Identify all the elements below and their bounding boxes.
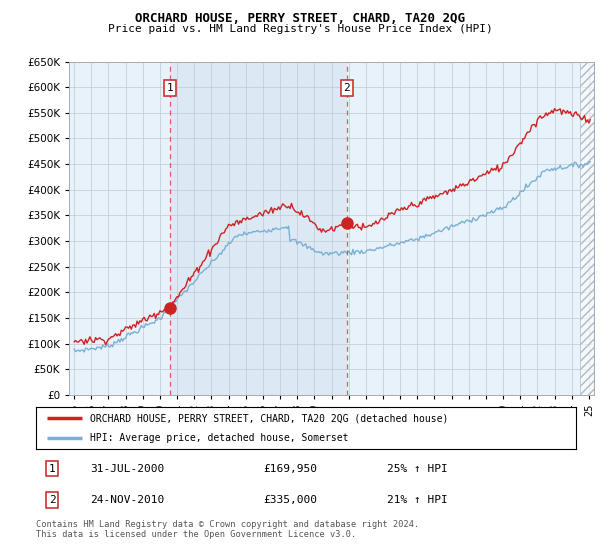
Text: 21% ↑ HPI: 21% ↑ HPI <box>387 495 448 505</box>
Text: 31-JUL-2000: 31-JUL-2000 <box>90 464 164 474</box>
Text: 2: 2 <box>344 83 350 94</box>
Text: 2: 2 <box>49 495 56 505</box>
Text: £169,950: £169,950 <box>263 464 317 474</box>
Text: Contains HM Land Registry data © Crown copyright and database right 2024.
This d: Contains HM Land Registry data © Crown c… <box>36 520 419 539</box>
Text: 1: 1 <box>49 464 56 474</box>
Text: £335,000: £335,000 <box>263 495 317 505</box>
Text: 24-NOV-2010: 24-NOV-2010 <box>90 495 164 505</box>
Text: HPI: Average price, detached house, Somerset: HPI: Average price, detached house, Some… <box>90 433 349 442</box>
Text: Price paid vs. HM Land Registry's House Price Index (HPI): Price paid vs. HM Land Registry's House … <box>107 24 493 34</box>
Text: ORCHARD HOUSE, PERRY STREET, CHARD, TA20 2QG (detached house): ORCHARD HOUSE, PERRY STREET, CHARD, TA20… <box>90 413 448 423</box>
Bar <box>170 62 347 395</box>
Text: ORCHARD HOUSE, PERRY STREET, CHARD, TA20 2QG: ORCHARD HOUSE, PERRY STREET, CHARD, TA20… <box>135 12 465 25</box>
Text: 25% ↑ HPI: 25% ↑ HPI <box>387 464 448 474</box>
Text: 1: 1 <box>167 83 173 94</box>
